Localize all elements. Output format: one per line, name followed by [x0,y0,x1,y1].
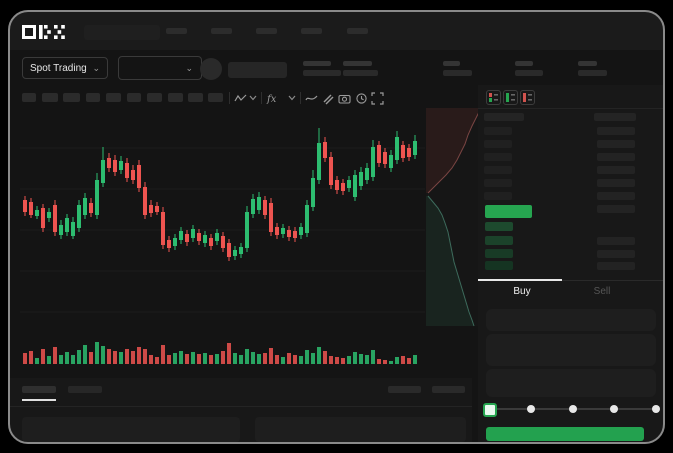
buy-submit-button[interactable] [486,427,644,441]
interval-button[interactable] [168,93,183,102]
book-both-icon[interactable] [486,90,501,105]
bottom-row-placeholder[interactable] [22,417,240,442]
line-tool-icon[interactable] [305,92,318,105]
bottom-divider [10,406,472,407]
ask-amount-placeholder[interactable] [597,127,635,135]
bid-amount-placeholder[interactable] [597,262,635,270]
order-form-field[interactable] [486,334,656,366]
ask-amount-placeholder[interactable] [597,153,635,161]
book-header-price [484,113,524,121]
pair-selector-dropdown[interactable]: ⌄ [118,56,202,80]
bottom-tab-placeholder[interactable] [22,386,56,393]
bottom-row-placeholder[interactable] [255,417,466,442]
price-row-amount-placeholder[interactable] [597,205,635,213]
slider-stop-dot[interactable] [526,405,535,413]
bottom-tab-placeholder[interactable] [68,386,102,393]
stat-value-placeholder [578,70,607,76]
slider-stop-dot[interactable] [652,405,660,413]
ask-amount-placeholder[interactable] [597,179,635,187]
order-book-divider [478,108,665,109]
ask-amount-placeholder[interactable] [597,140,635,148]
chevron-down-icon: ⌄ [185,62,193,73]
ask-price-placeholder[interactable] [484,127,512,135]
coin-avatar [200,58,222,80]
stat-value-placeholder [443,70,472,76]
ask-price-placeholder[interactable] [484,153,512,161]
stat-label-placeholder [515,61,533,66]
alert-clock-icon[interactable] [355,92,368,105]
active-tab-underline [478,279,562,281]
search-input[interactable] [84,25,160,40]
interval-button[interactable] [106,93,121,102]
stat-label-placeholder [343,61,372,66]
nav-item-placeholder[interactable] [211,28,232,34]
device-screen: Spot Trading ⌄ ⌄ fx [8,10,665,444]
stat-label-placeholder [443,61,460,66]
ask-price-placeholder[interactable] [484,179,512,187]
ask-price-placeholder[interactable] [484,192,512,200]
candle-type-icon[interactable] [234,92,247,105]
last-price-bar[interactable] [485,205,532,218]
stat-value-placeholder [343,70,378,76]
interval-button[interactable] [63,93,80,102]
bid-amount-placeholder[interactable] [597,250,635,258]
nav-item-placeholder[interactable] [256,28,277,34]
price-chart-canvas[interactable] [20,85,480,375]
order-form-field[interactable] [486,369,656,397]
svg-text:fx: fx [266,94,277,105]
nav-item-placeholder[interactable] [166,28,187,34]
ask-price-placeholder[interactable] [484,166,512,174]
camera-icon[interactable] [338,92,351,105]
tab-sell[interactable]: Sell [593,286,611,297]
slider-stop-dot[interactable] [610,405,619,413]
bottom-tab-underline [22,399,56,401]
draw-pencil-icon[interactable] [321,92,334,105]
bid-price-placeholder[interactable] [485,222,513,231]
book-asks-icon[interactable] [520,90,535,105]
interval-button[interactable] [86,93,100,102]
pair-name-placeholder [228,62,287,78]
book-header-amount [594,113,636,121]
slider-stop-dot[interactable] [568,405,577,413]
nav-item-placeholder[interactable] [347,28,368,34]
bottom-action-placeholder[interactable] [432,386,465,393]
ask-amount-placeholder[interactable] [597,166,635,174]
interval-button[interactable] [42,93,58,102]
nav-item-placeholder[interactable] [301,28,322,34]
interval-button[interactable] [208,93,223,102]
trading-app: Spot Trading ⌄ ⌄ fx [8,10,665,444]
tab-buy[interactable]: Buy [513,286,531,297]
stat-label-placeholder [303,61,331,66]
book-bids-icon[interactable] [503,90,518,105]
okx-logo [22,25,65,39]
indicator-fx-icon[interactable]: fx [266,92,282,105]
stat-value-placeholder [515,70,543,76]
market-type-label: Spot Trading [30,62,87,74]
order-form-field[interactable] [486,309,656,331]
bid-price-placeholder[interactable] [485,261,513,270]
interval-button[interactable] [188,93,203,102]
chevron-down-icon[interactable] [249,95,257,101]
fullscreen-icon[interactable] [371,92,384,105]
ask-price-placeholder[interactable] [484,140,512,148]
bid-price-placeholder[interactable] [485,236,513,245]
chevron-down-icon: ⌄ [92,62,100,73]
bid-amount-placeholder[interactable] [597,237,635,245]
stat-value-placeholder [303,70,341,76]
slider-handle[interactable] [483,403,497,417]
interval-button[interactable] [127,93,141,102]
chevron-down-icon[interactable] [288,95,296,101]
interval-button[interactable] [147,93,162,102]
tabs-divider [478,280,665,281]
market-type-dropdown[interactable]: Spot Trading ⌄ [22,57,108,79]
bottom-action-placeholder[interactable] [388,386,421,393]
ask-amount-placeholder[interactable] [597,192,635,200]
stat-label-placeholder [578,61,597,66]
interval-button[interactable] [22,93,36,102]
bid-price-placeholder[interactable] [485,249,513,258]
